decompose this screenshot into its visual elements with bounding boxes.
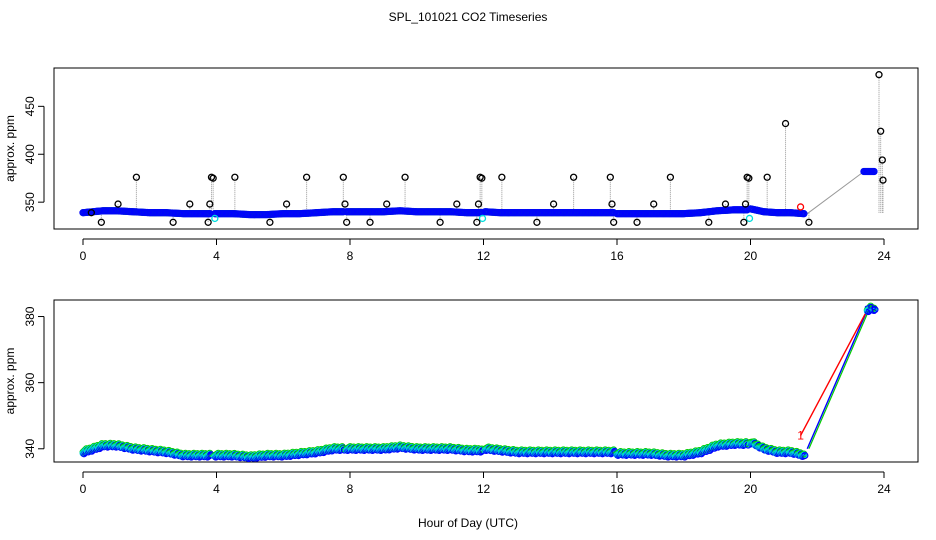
connector-line (806, 171, 865, 215)
outlier-point (650, 200, 658, 208)
red-series-line (799, 309, 868, 436)
outlier-point (498, 173, 506, 181)
chart-title: SPL_101021 CO2 Timeseries (389, 10, 548, 24)
green-series-line (808, 309, 870, 450)
y-tick-label: 350 (23, 192, 37, 212)
outlier-point (569, 173, 578, 181)
x-tick-label: 0 (80, 482, 87, 496)
outlier-point (705, 218, 713, 226)
red-point-label: 1 (797, 429, 804, 443)
outlier-point (606, 173, 614, 181)
outlier-point (478, 174, 486, 182)
cyan-point (478, 214, 487, 223)
x-tick-label: 4 (213, 482, 220, 496)
outlier-point (302, 173, 311, 181)
x-tick-label: 24 (877, 249, 891, 263)
x-tick-label: 8 (347, 249, 354, 263)
outlier-point (740, 218, 748, 226)
y-tick-label: 360 (23, 372, 37, 392)
point-label: 3 (864, 303, 871, 317)
outlier-point (608, 200, 616, 208)
outlier-point (132, 173, 141, 181)
outlier-point (805, 218, 813, 226)
outlier-point (266, 218, 274, 226)
outlier-point (877, 127, 885, 135)
y-tick-label: 380 (23, 306, 37, 326)
outlier-point (169, 218, 177, 226)
outlier-point (473, 218, 481, 226)
y-tick-label: 340 (23, 438, 37, 458)
outlier-point (879, 176, 887, 184)
baseline-point (800, 210, 808, 218)
outlier-point (209, 174, 217, 182)
x-tick-label: 20 (744, 482, 758, 496)
outlier-point (282, 200, 291, 208)
outlier-point (204, 218, 212, 226)
point-label: 3 (871, 303, 878, 317)
blue-series-line (806, 309, 868, 450)
outlier-point (878, 156, 886, 164)
outlier-point (343, 218, 351, 226)
outlier-point (781, 119, 790, 128)
y-axis-label: approx. ppm (3, 115, 17, 182)
outlier-point (341, 200, 349, 208)
outlier-point (97, 218, 106, 226)
x-tick-label: 16 (610, 482, 624, 496)
outlier-point (549, 200, 558, 208)
x-tick-label: 20 (744, 249, 758, 263)
x-tick-label: 12 (477, 482, 491, 496)
x-tick-label: 12 (477, 249, 491, 263)
outlier-point (741, 200, 750, 208)
flag-point (796, 203, 805, 211)
outlier-point (87, 209, 95, 217)
outlier-point (206, 200, 214, 208)
plot-frame (53, 67, 919, 230)
outlier-point (231, 173, 239, 181)
baseline-point (801, 451, 809, 460)
outlier-point (339, 173, 347, 181)
outlier-point (633, 218, 641, 226)
y-tick-label: 450 (23, 96, 37, 116)
x-tick-label: 0 (80, 249, 87, 263)
outlier-point (533, 218, 541, 226)
outlier-point (763, 173, 771, 181)
outlier-point (383, 200, 391, 208)
y-tick-label: 400 (23, 144, 37, 164)
outlier-point (721, 200, 730, 208)
x-tick-label: 24 (877, 482, 891, 496)
cyan-point (745, 214, 754, 223)
x-axis-label: Hour of Day (UTC) (418, 516, 518, 530)
outlier-point (745, 174, 753, 182)
top-panel: 0 4 8 12 16 20 24 350 400 450 approx. ppm (3, 67, 919, 263)
point-label: 3 (867, 301, 874, 315)
x-tick-label: 16 (610, 249, 624, 263)
cyan-point (211, 214, 219, 223)
outlier-point (366, 218, 374, 226)
outlier-point (401, 173, 409, 181)
plot-area (79, 71, 887, 226)
x-tick-label: 8 (347, 482, 354, 496)
baseline-point (871, 306, 879, 314)
outlier-point (114, 200, 122, 208)
y-axis-label: approx. ppm (3, 348, 17, 415)
outlier-point (186, 200, 194, 208)
x-tick-label: 4 (213, 249, 220, 263)
outlier-point (875, 71, 883, 79)
outlier-point (610, 218, 618, 226)
outlier-point (453, 200, 461, 208)
outlier-point (474, 200, 483, 208)
outlier-point (666, 173, 675, 181)
outlier-point (436, 218, 444, 226)
baseline-point (870, 167, 878, 176)
plot-frame (53, 299, 919, 463)
